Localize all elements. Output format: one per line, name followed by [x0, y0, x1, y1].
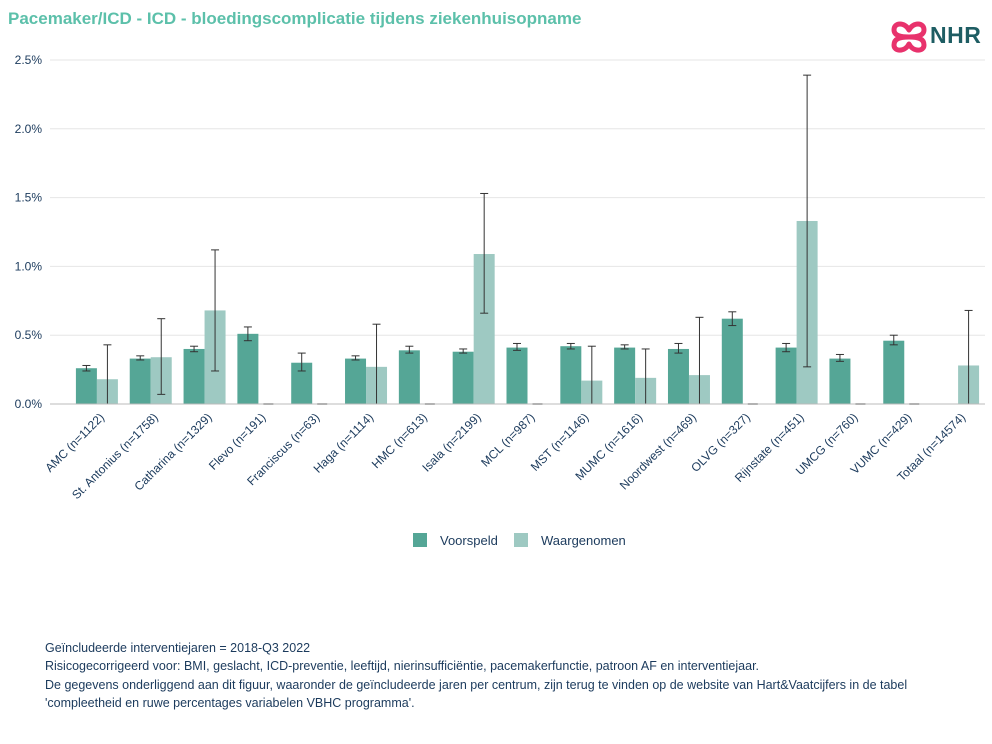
bar-voorspeld [129, 358, 151, 404]
legend-label-voorspeld: Voorspeld [440, 533, 498, 548]
legend-label-waargenomen: Waargenomen [541, 533, 626, 548]
footnote-source: De gegevens onderliggend aan dit figuur,… [45, 677, 908, 692]
bar-voorspeld [721, 318, 743, 404]
bar-voorspeld [883, 340, 905, 404]
y-tick-label: 2.0% [15, 122, 43, 136]
y-tick-label: 2.5% [15, 53, 43, 67]
bar-voorspeld [345, 358, 367, 404]
bar-voorspeld [667, 348, 689, 404]
nhr-logo: NHR [890, 18, 990, 56]
y-tick-label: 1.0% [15, 259, 43, 273]
bar-voorspeld [398, 350, 420, 404]
bar-voorspeld [183, 348, 205, 404]
bar-voorspeld [452, 351, 474, 404]
y-tick-label: 1.5% [15, 191, 43, 205]
bar-voorspeld [829, 358, 851, 404]
bar-chart: 0.0%0.5%1.0%1.5%2.0%2.5%AMC (n=1122)St. … [15, 53, 985, 548]
y-tick-label: 0.0% [15, 397, 43, 411]
legend-swatch-voorspeld [413, 533, 427, 547]
footnotes: Geïncludeerde interventiejaren = 2018-Q3… [45, 639, 907, 712]
logo-text: NHR [930, 22, 982, 48]
bar-voorspeld [75, 368, 97, 404]
y-tick-label: 0.5% [15, 328, 43, 342]
footnote-source-table: 'compleetheid en ruwe percentages variab… [45, 695, 415, 710]
nhr-heart-logo-icon [891, 21, 927, 53]
bar-voorspeld [775, 347, 797, 404]
bar-voorspeld [506, 347, 528, 404]
footnote-risk-adjustment: Risicogecorrigeerd voor: BMI, geslacht, … [45, 659, 760, 674]
x-tick-label: MCL (n=987) [478, 410, 537, 469]
bar-voorspeld [291, 362, 313, 404]
footnote-years: Geïncludeerde interventiejaren = 2018-Q3… [45, 641, 311, 655]
bar-voorspeld [614, 347, 636, 404]
chart-title: Pacemaker/ICD - ICD - bloedingscomplicat… [8, 9, 582, 28]
bar-voorspeld [560, 346, 582, 404]
legend-swatch-waargenomen [514, 533, 528, 547]
bar-voorspeld [237, 333, 259, 404]
bar-waargenomen [473, 254, 495, 404]
